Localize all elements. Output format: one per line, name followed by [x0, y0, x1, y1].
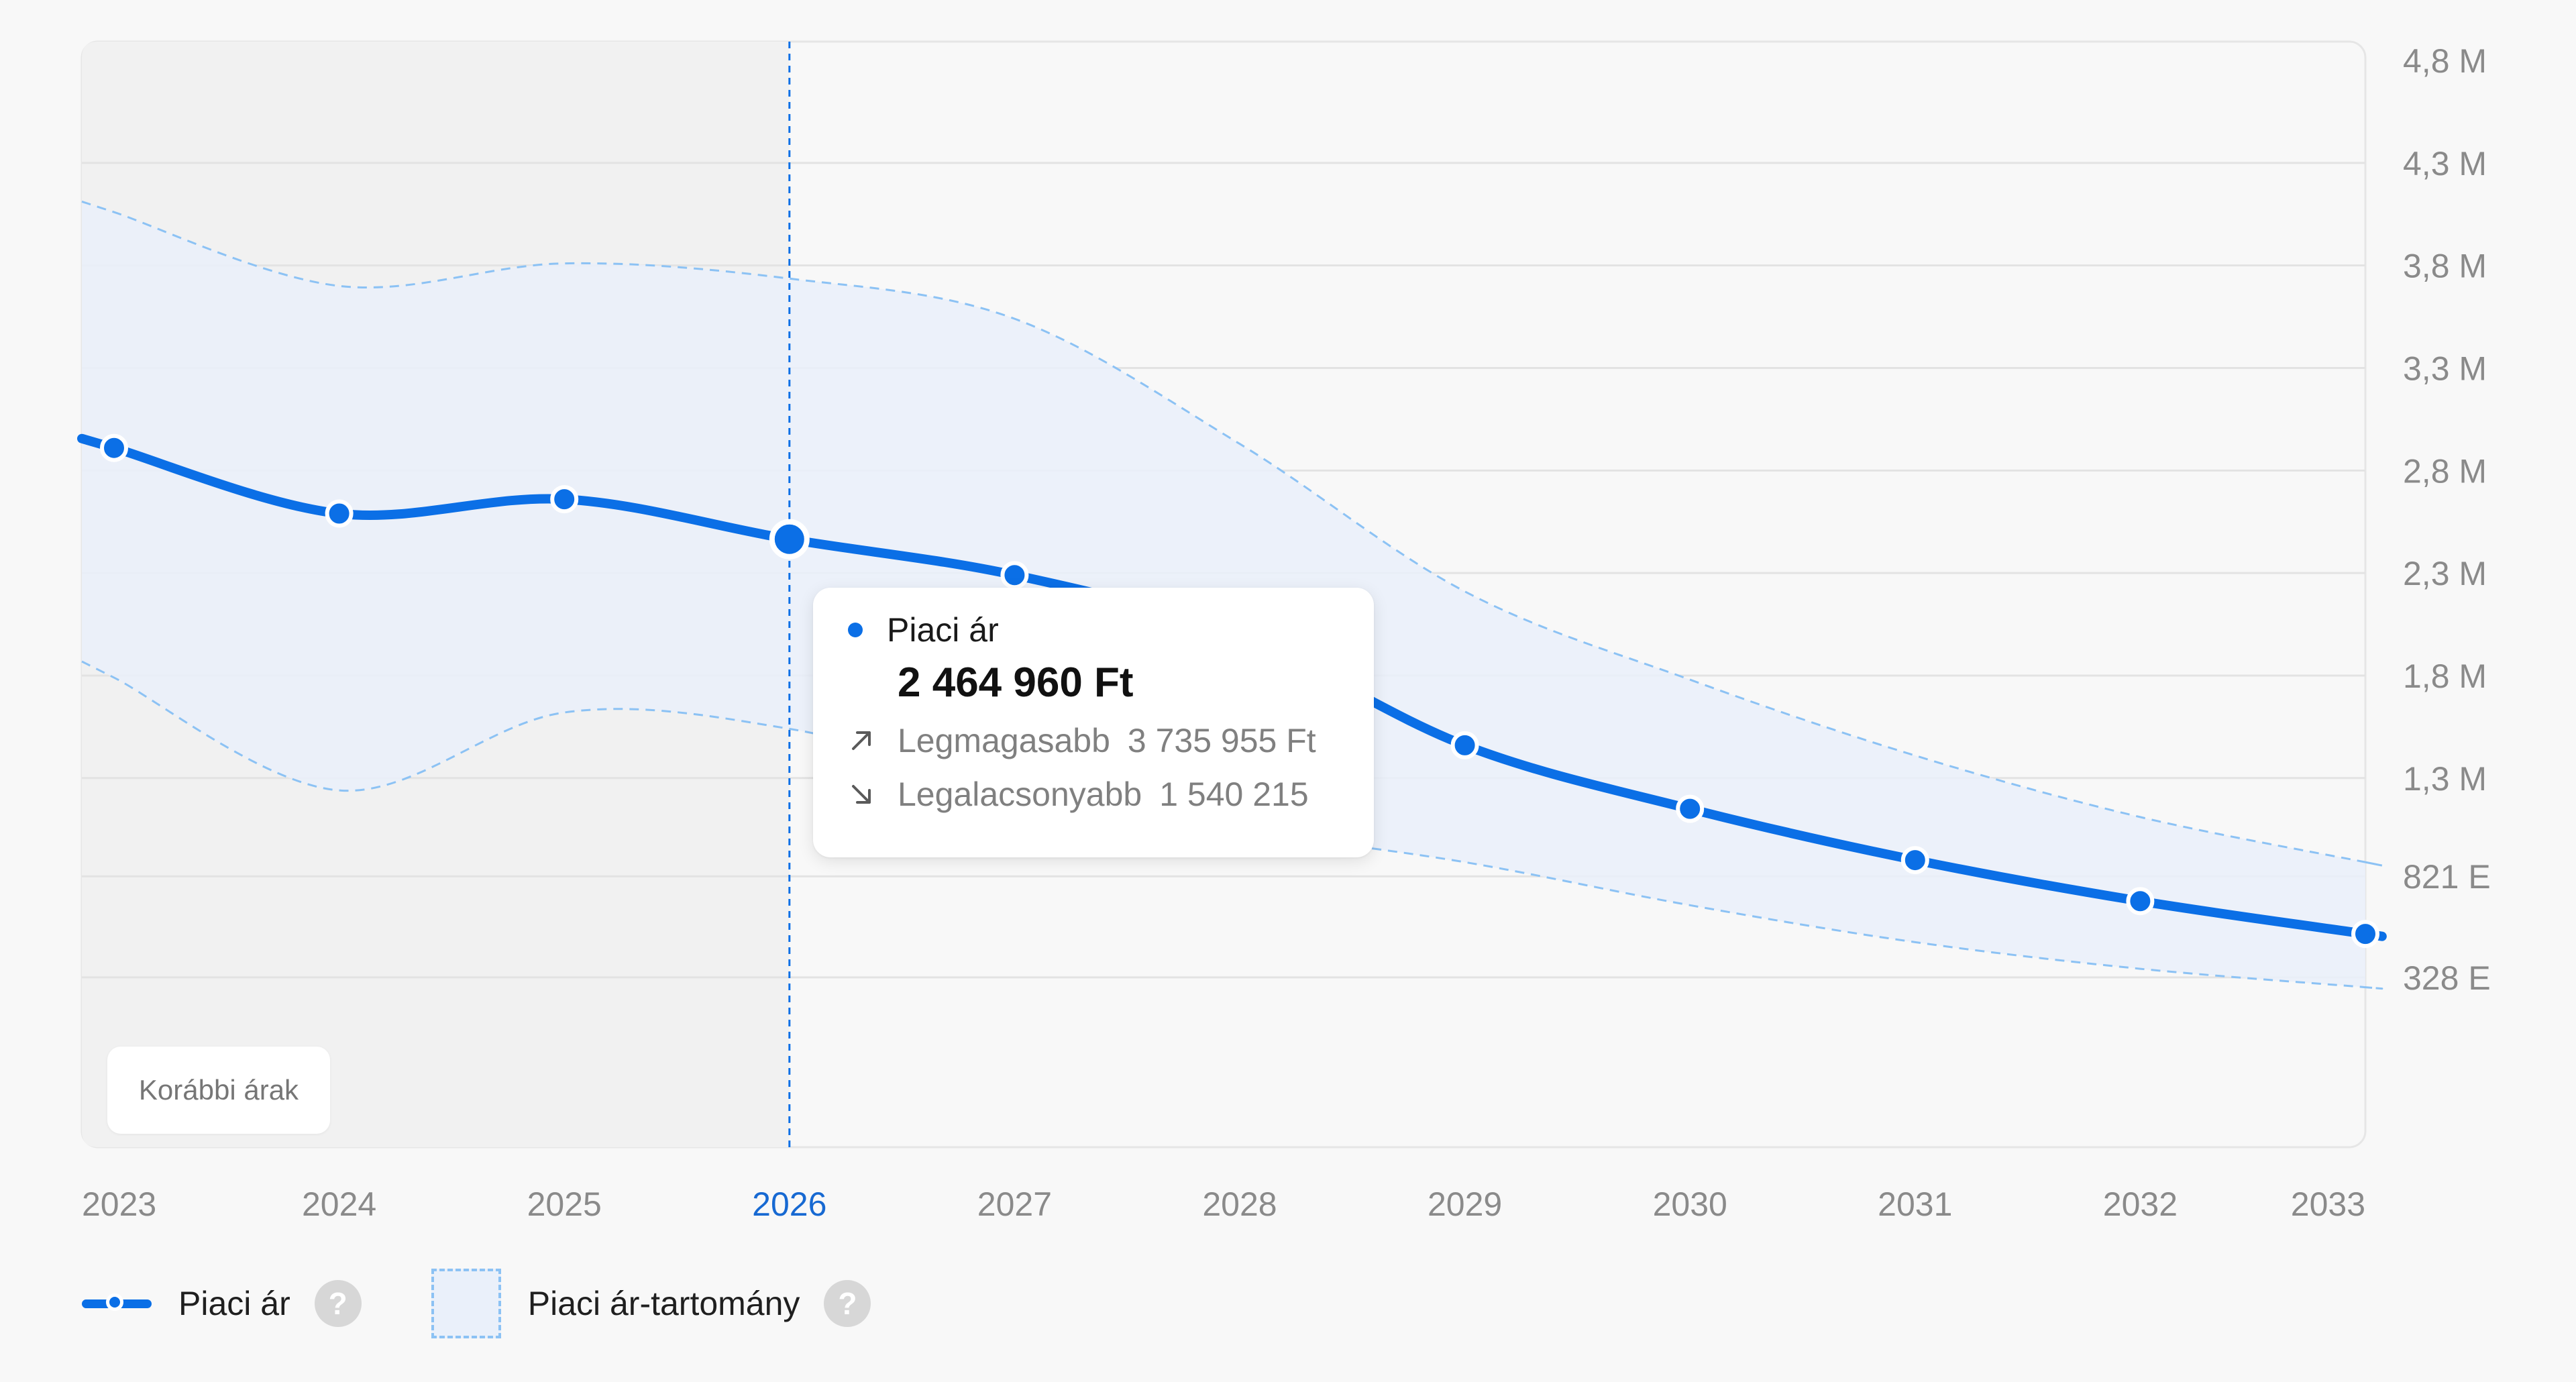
legend-range-swatch — [431, 1269, 501, 1338]
x-tick-label: 2026 — [752, 1185, 826, 1223]
tooltip-low-label: Legalacsonyabb — [898, 776, 1142, 813]
data-point — [2126, 887, 2155, 916]
tooltip-low-value: 1 540 215 — [1159, 776, 1309, 813]
data-point — [325, 499, 354, 528]
x-tick-label: 2031 — [1878, 1185, 1952, 1223]
y-tick-label: 1,3 M — [2403, 760, 2487, 798]
tooltip-low-row: Legalacsonyabb 1 540 215 — [848, 775, 1374, 814]
series-dot-icon — [848, 623, 863, 637]
legend-range-label: Piaci ár-tartomány — [527, 1285, 800, 1322]
chart-legend: Piaci ár ? Piaci ár-tartomány ? — [82, 1267, 871, 1340]
help-icon[interactable]: ? — [824, 1280, 871, 1327]
data-point — [1676, 794, 1705, 823]
y-tick-label: 821 E — [2403, 858, 2491, 896]
data-point — [1000, 561, 1029, 590]
x-tick-label: 2028 — [1202, 1185, 1277, 1223]
x-tick-label: 2024 — [302, 1185, 376, 1223]
tooltip-title: Piaci ár — [887, 611, 999, 649]
arrow-up-right-icon — [852, 731, 871, 750]
y-tick-label: 1,8 M — [2403, 657, 2487, 695]
tooltip-header: Piaci ár — [848, 610, 1374, 649]
arrow-down-right-icon — [852, 785, 871, 804]
tooltip-high-label: Legmagasabb — [898, 722, 1110, 759]
data-point — [100, 433, 128, 462]
history-badge: Korábbi árak — [107, 1047, 330, 1134]
tooltip-value: 2 464 960 Ft — [898, 659, 1134, 706]
x-tick-label: 2029 — [1428, 1185, 1502, 1223]
price-tooltip: Piaci ár 2 464 960 Ft Legmagasabb 3 735 … — [813, 588, 1374, 857]
y-tick-label: 3,8 M — [2403, 248, 2487, 285]
tooltip-high-row: Legmagasabb 3 735 955 Ft — [848, 721, 1374, 760]
y-tick-label: 4,8 M — [2403, 42, 2487, 80]
data-point — [1450, 731, 1479, 759]
data-point — [2351, 920, 2379, 949]
range-upper-edge — [81, 201, 2383, 867]
y-tick-label: 3,3 M — [2403, 350, 2487, 387]
x-tick-label: 2027 — [977, 1185, 1052, 1223]
y-tick-label: 2,3 M — [2403, 555, 2487, 592]
data-point — [550, 485, 579, 514]
tooltip-high-value: 3 735 955 Ft — [1127, 722, 1316, 759]
x-tick-label: 2025 — [527, 1185, 602, 1223]
y-tick-label: 328 E — [2403, 959, 2491, 997]
data-point — [769, 519, 810, 560]
x-tick-label: 2023 — [82, 1185, 156, 1223]
x-tick-label: 2033 — [2291, 1185, 2365, 1223]
data-point — [1900, 846, 1929, 875]
help-icon[interactable]: ? — [314, 1280, 362, 1327]
x-tick-label: 2030 — [1653, 1185, 1727, 1223]
y-tick-label: 2,8 M — [2403, 452, 2487, 490]
legend-price-label: Piaci ár — [178, 1285, 290, 1322]
legend-line-swatch — [82, 1293, 152, 1311]
x-tick-label: 2032 — [2103, 1185, 2178, 1223]
y-tick-label: 4,3 M — [2403, 145, 2487, 182]
